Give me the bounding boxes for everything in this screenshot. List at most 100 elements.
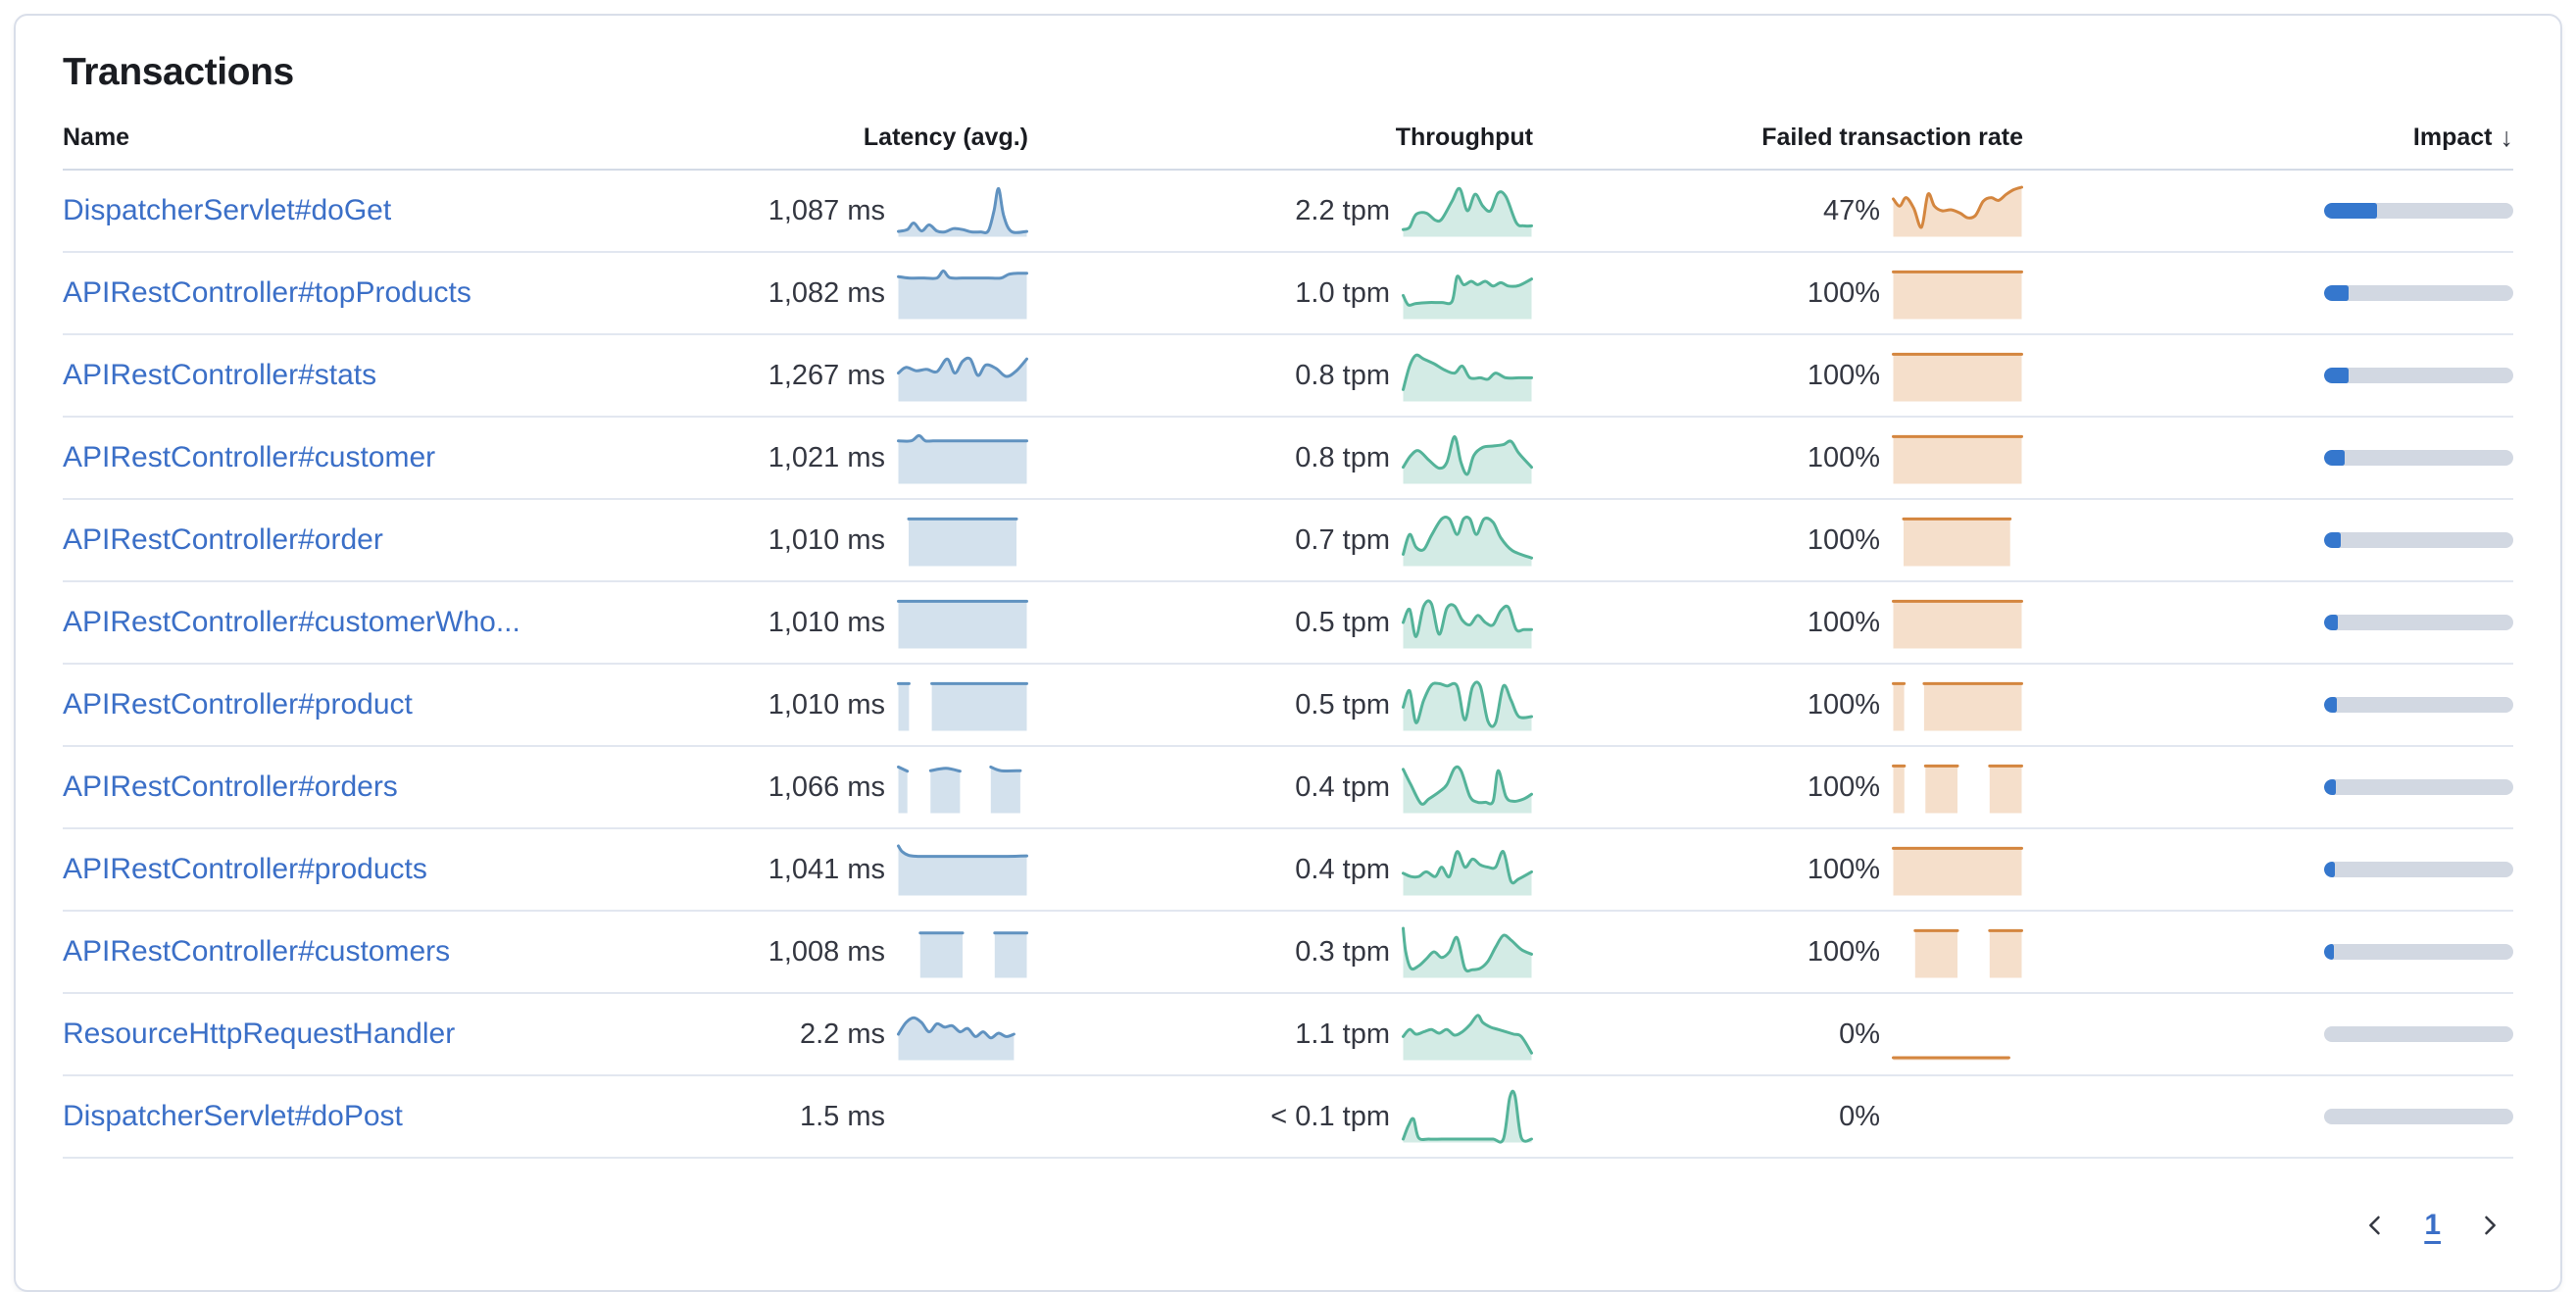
latency-value: 1,066 ms <box>768 770 885 803</box>
impact-bar-track <box>2324 1026 2513 1042</box>
panel-title: Transactions <box>63 51 294 93</box>
transaction-name-link[interactable]: APIRestController#products <box>63 853 427 885</box>
impact-bar-fill <box>2324 944 2334 960</box>
throughput-cell: 0.7 tpm <box>1028 513 1533 568</box>
latency-value: 1,010 ms <box>768 688 885 721</box>
table-row: APIRestController#customerWho... 1,010 m… <box>63 582 2513 665</box>
impact-bar-fill <box>2324 615 2338 630</box>
throughput-cell: 0.8 tpm <box>1028 430 1533 485</box>
transaction-name-link[interactable]: DispatcherServlet#doPost <box>63 1100 403 1132</box>
throughput-value: 0.8 tpm <box>1295 359 1390 391</box>
failed-rate-sparkline <box>1892 764 2023 814</box>
failed-rate-sparkline <box>1892 1056 2010 1061</box>
table-row: ResourceHttpRequestHandler 2.2 ms 1.1 tp… <box>63 994 2513 1076</box>
latency-value: 1,087 ms <box>768 194 885 226</box>
latency-cell: 1,041 ms <box>685 842 1028 897</box>
transaction-name-link[interactable]: ResourceHttpRequestHandler <box>63 1018 456 1050</box>
latency-sparkline <box>918 931 1028 978</box>
failed-rate-cell: 100% <box>1533 430 2023 485</box>
impact-bar-fill <box>2324 203 2378 219</box>
latency-cell: 1,008 ms <box>685 924 1028 979</box>
transaction-name-link[interactable]: APIRestController#product <box>63 688 413 721</box>
throughput-value: 0.5 tpm <box>1295 606 1390 638</box>
transaction-name-link[interactable]: APIRestController#customer <box>63 441 436 473</box>
throughput-sparkline <box>1402 599 1533 649</box>
column-header-throughput[interactable]: Throughput <box>1395 123 1533 151</box>
impact-bar-track <box>2324 697 2513 713</box>
transaction-name-link[interactable]: APIRestController#customers <box>63 935 451 968</box>
impact-bar-track <box>2324 944 2513 960</box>
failed-rate-cell: 100% <box>1533 760 2023 815</box>
impact-bar-track <box>2324 615 2513 630</box>
impact-cell <box>2023 697 2513 713</box>
throughput-value: 2.2 tpm <box>1295 194 1390 226</box>
table-header-row: Name Latency (avg.) Throughput Failed tr… <box>63 106 2513 171</box>
table-body: DispatcherServlet#doGet 1,087 ms 2.2 tpm… <box>63 171 2513 1159</box>
impact-cell <box>2023 615 2513 630</box>
failed-rate-value: 100% <box>1807 853 1880 885</box>
column-header-failed-rate[interactable]: Failed transaction rate <box>1761 123 2023 151</box>
table-row: APIRestController#stats 1,267 ms 0.8 tpm… <box>63 335 2513 418</box>
sort-arrow-down-icon: ↓ <box>2500 122 2514 152</box>
latency-sparkline <box>897 1089 1028 1144</box>
failed-rate-cell: 0% <box>1533 1089 2023 1144</box>
latency-value: 1,082 ms <box>768 276 885 309</box>
throughput-value: 0.4 tpm <box>1295 853 1390 885</box>
latency-cell: 2.2 ms <box>685 1007 1028 1062</box>
name-cell: DispatcherServlet#doGet <box>63 194 685 227</box>
failed-rate-sparkline <box>1892 352 2023 402</box>
name-cell: ResourceHttpRequestHandler <box>63 1018 685 1051</box>
table-row: DispatcherServlet#doGet 1,087 ms 2.2 tpm… <box>63 171 2513 253</box>
failed-rate-value: 100% <box>1807 688 1880 721</box>
failed-rate-cell: 100% <box>1533 348 2023 403</box>
latency-value: 1,041 ms <box>768 853 885 885</box>
impact-cell <box>2023 1109 2513 1124</box>
transaction-name-link[interactable]: APIRestController#stats <box>63 359 377 391</box>
failed-rate-cell: 100% <box>1533 595 2023 650</box>
column-header-name: Name <box>63 123 130 151</box>
latency-cell: 1,082 ms <box>685 266 1028 321</box>
throughput-cell: < 0.1 tpm <box>1028 1089 1533 1144</box>
failed-rate-value: 0% <box>1839 1100 1880 1132</box>
throughput-value: 1.1 tpm <box>1295 1018 1390 1050</box>
column-header-latency[interactable]: Latency (avg.) <box>863 123 1028 151</box>
next-page-button[interactable] <box>2476 1212 2503 1239</box>
name-cell: APIRestController#customer <box>63 441 685 474</box>
latency-value: 1,010 ms <box>768 523 885 556</box>
impact-bar-track <box>2324 1109 2513 1124</box>
throughput-cell: 0.5 tpm <box>1028 677 1533 732</box>
table-row: APIRestController#customer 1,021 ms 0.8 … <box>63 418 2513 500</box>
name-cell: APIRestController#topProducts <box>63 276 685 310</box>
throughput-sparkline <box>1402 850 1533 896</box>
throughput-value: 0.8 tpm <box>1295 441 1390 473</box>
impact-bar-fill <box>2324 368 2350 383</box>
throughput-sparkline <box>1402 1089 1533 1144</box>
failed-rate-sparkline <box>1892 846 2023 896</box>
page-number-1[interactable]: 1 <box>2424 1209 2441 1241</box>
name-cell: APIRestController#order <box>63 523 685 557</box>
transaction-name-link[interactable]: DispatcherServlet#doGet <box>63 194 392 226</box>
failed-rate-value: 100% <box>1807 606 1880 638</box>
pagination: 1 <box>63 1200 2513 1251</box>
name-cell: APIRestController#orders <box>63 770 685 804</box>
previous-page-button[interactable] <box>2361 1212 2389 1239</box>
latency-value: 1.5 ms <box>799 1100 885 1132</box>
throughput-sparkline <box>1402 1014 1533 1061</box>
transaction-name-link[interactable]: APIRestController#orders <box>63 770 398 803</box>
table-row: APIRestController#topProducts 1,082 ms 1… <box>63 253 2513 335</box>
failed-rate-value: 47% <box>1822 194 1880 226</box>
throughput-cell: 0.4 tpm <box>1028 760 1533 815</box>
failed-rate-cell: 100% <box>1533 924 2023 979</box>
column-header-impact[interactable]: Impact ↓ <box>2023 123 2513 153</box>
transaction-name-link[interactable]: APIRestController#topProducts <box>63 276 471 309</box>
impact-bar-fill <box>2324 285 2350 301</box>
transaction-name-link[interactable]: APIRestController#order <box>63 523 383 556</box>
impact-cell <box>2023 1026 2513 1042</box>
throughput-value: 1.0 tpm <box>1295 276 1390 309</box>
transaction-name-link[interactable]: APIRestController#customerWho... <box>63 606 520 638</box>
table-row: APIRestController#product 1,010 ms 0.5 t… <box>63 665 2513 747</box>
failed-rate-cell: 100% <box>1533 266 2023 321</box>
impact-cell <box>2023 862 2513 877</box>
latency-cell: 1,066 ms <box>685 760 1028 815</box>
throughput-value: 0.3 tpm <box>1295 935 1390 968</box>
